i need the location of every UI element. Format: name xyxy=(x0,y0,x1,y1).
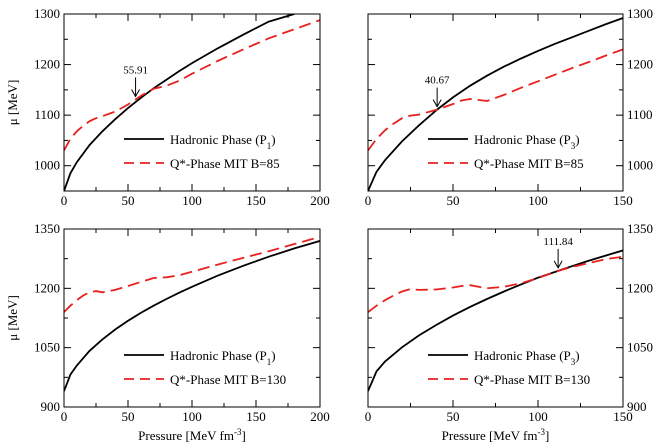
y-tick-label: 1100 xyxy=(34,107,60,122)
y-tick-label: 1350 xyxy=(627,221,653,236)
series-line-qstar xyxy=(368,48,623,152)
annotation-label: 111.84 xyxy=(543,236,573,248)
x-tick-label: 50 xyxy=(122,193,135,208)
x-tick-label: 0 xyxy=(365,409,372,424)
legend-label-qstar: Q*-Phase MIT B=85 xyxy=(474,156,584,171)
y-axis-label: μ [MeV] xyxy=(5,295,20,341)
y-tick-label: 1050 xyxy=(34,340,60,355)
x-tick-label: 50 xyxy=(122,409,135,424)
annotation-arrow-head xyxy=(553,260,563,269)
series-line-hadronic xyxy=(368,249,623,392)
y-tick-label: 1200 xyxy=(34,57,60,72)
series-line-qstar xyxy=(368,255,623,313)
x-tick-label: 100 xyxy=(182,409,202,424)
y-tick-label: 1000 xyxy=(34,158,60,173)
y-tick-label: 1350 xyxy=(34,221,60,236)
x-tick-label: 0 xyxy=(61,409,68,424)
annotation-arrow-head xyxy=(131,89,140,98)
x-tick-label: 200 xyxy=(310,193,330,208)
x-tick-label: 200 xyxy=(310,409,330,424)
x-tick-label: 150 xyxy=(613,409,633,424)
annotation-label: 55.91 xyxy=(123,64,148,76)
y-axis-label: μ [MeV] xyxy=(5,80,20,126)
annotation-arrow-head xyxy=(432,99,442,108)
x-tick-label: 100 xyxy=(528,409,548,424)
chart-panel-top-left: 0 50 100 150 200 1000 1100 1200 1300 μ [MeV] 55.91… xyxy=(5,6,330,208)
legend-label-qstar: Q*-Phase MIT B=85 xyxy=(170,156,280,171)
x-tick-label: 0 xyxy=(61,193,68,208)
series-line-qstar xyxy=(64,19,320,151)
y-tick-label: 900 xyxy=(41,399,61,414)
chart-panel-bottom-left: 0 50 100 150 200 900 1050 1200 1350 μ [MeV] Pressu… xyxy=(5,221,330,443)
series-line-hadronic xyxy=(64,14,295,191)
legend-label-hadronic: Hadronic Phase (P3) xyxy=(474,348,580,367)
x-tick-label: 150 xyxy=(246,409,266,424)
legend-label-hadronic: Hadronic Phase (P1) xyxy=(170,348,276,367)
series-line-qstar xyxy=(64,236,320,313)
series-line-hadronic xyxy=(368,17,623,191)
series-line-hadronic xyxy=(64,240,320,392)
y-tick-label: 1000 xyxy=(627,158,653,173)
x-tick-label: 0 xyxy=(365,193,372,208)
x-axis-label: Pressure [MeV fm-3] xyxy=(442,427,550,443)
x-tick-label: 100 xyxy=(528,193,548,208)
legend-label-hadronic: Hadronic Phase (P1) xyxy=(170,132,276,151)
y-tick-label: 1300 xyxy=(34,6,60,21)
legend-label-hadronic: Hadronic Phase (P3) xyxy=(474,132,580,151)
y-tick-label: 1200 xyxy=(627,280,653,295)
y-tick-label: 1300 xyxy=(627,6,653,21)
chart-panel-top-right: 0 50 100 150 1000 1100 1200 1300 40.67 Hadronic P… xyxy=(365,6,653,208)
y-tick-label: 900 xyxy=(627,399,647,414)
y-tick-label: 1200 xyxy=(627,57,653,72)
x-tick-label: 50 xyxy=(447,193,460,208)
y-tick-label: 1200 xyxy=(34,280,60,295)
x-tick-label: 50 xyxy=(447,409,460,424)
annotation-label: 40.67 xyxy=(425,75,450,87)
legend-label-qstar: Q*-Phase MIT B=130 xyxy=(170,372,286,387)
x-axis-label: Pressure [MeV fm-3] xyxy=(138,427,246,443)
y-tick-label: 1100 xyxy=(627,107,653,122)
x-tick-label: 100 xyxy=(182,193,202,208)
x-tick-label: 150 xyxy=(613,193,633,208)
y-tick-label: 1050 xyxy=(627,340,653,355)
legend-label-qstar: Q*-Phase MIT B=130 xyxy=(474,372,590,387)
x-tick-label: 150 xyxy=(246,193,266,208)
